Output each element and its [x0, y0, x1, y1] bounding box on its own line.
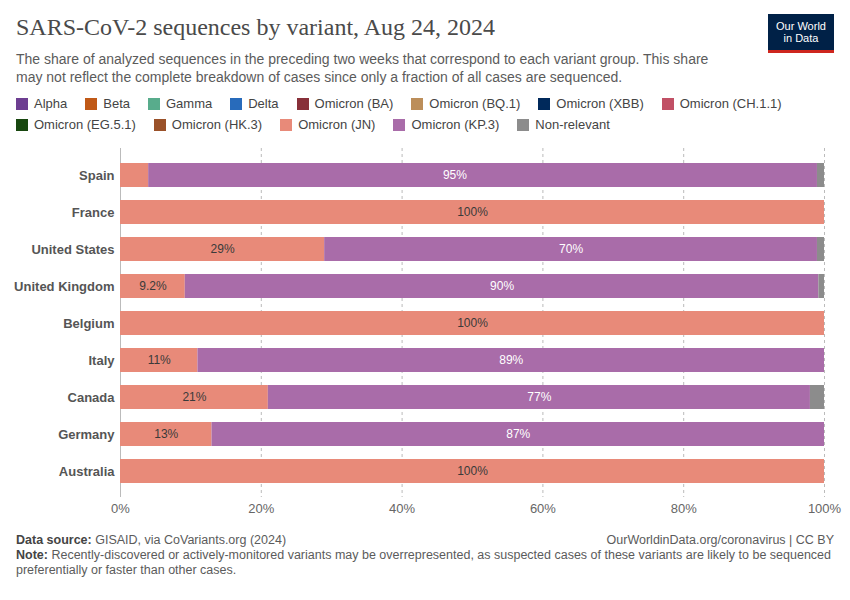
html-text:OurWorldinData.org/coronavirus: OurWorldinData.org/coronavirus | CC BY [606, 533, 834, 547]
svg-text:100%: 100% [457, 464, 488, 478]
svg-text:Italy: Italy [88, 353, 115, 368]
svg-text:77%: 77% [527, 390, 551, 404]
html-text:Our World: Our World [776, 20, 826, 32]
svg-text:29%: 29% [211, 242, 235, 256]
html-text:Alpha: Alpha [34, 96, 68, 111]
html-text:in Data: in Data [783, 32, 819, 44]
svg-text:100%: 100% [457, 316, 488, 330]
svg-text:89%: 89% [499, 353, 523, 367]
svg-text:Spain: Spain [79, 168, 114, 183]
svg-text:100%: 100% [808, 501, 842, 516]
html-text:Omicron (KP.3): Omicron (KP.3) [411, 117, 500, 132]
html-text:Omicron (JN): Omicron (JN) [298, 117, 376, 132]
svg-text:13%: 13% [154, 427, 178, 441]
html-text:Omicron (EG.5.1): Omicron (EG.5.1) [34, 117, 136, 132]
html-text:Omicron (BQ.1): Omicron (BQ.1) [429, 96, 521, 111]
html-text:Omicron (CH.1.1): Omicron (CH.1.1) [679, 96, 782, 111]
html-text:SARS-CoV-2 sequences by varian: SARS-CoV-2 sequences by variant, Aug 24,… [16, 14, 496, 40]
svg-text:87%: 87% [506, 427, 530, 441]
svg-text:100%: 100% [457, 205, 488, 219]
html-text:Note: Recently-discovered or a: Note: Recently-discovered or actively-mo… [16, 548, 831, 577]
svg-text:40%: 40% [389, 501, 415, 516]
svg-text:Canada: Canada [68, 390, 116, 405]
html-text:Gamma: Gamma [166, 96, 213, 111]
html-text:Omicron (XBB): Omicron (XBB) [556, 96, 644, 111]
html-text:The share of analyzed sequence: The share of analyzed sequences in the p… [16, 51, 709, 85]
svg-text:0%: 0% [111, 501, 130, 516]
html-text:Data source: GISAID, via CoVar: Data source: GISAID, via CoVariants.org … [16, 533, 286, 547]
svg-text:United States: United States [31, 242, 114, 257]
svg-text:United Kingdom: United Kingdom [14, 279, 114, 294]
svg-text:21%: 21% [182, 390, 206, 404]
svg-text:11%: 11% [148, 353, 171, 367]
svg-text:20%: 20% [248, 501, 274, 516]
svg-text:Australia: Australia [59, 464, 115, 479]
svg-text:9.2%: 9.2% [139, 279, 167, 293]
svg-text:Germany: Germany [58, 427, 115, 442]
svg-text:80%: 80% [671, 501, 697, 516]
html-text:Omicron (HK.3): Omicron (HK.3) [171, 117, 263, 132]
html-text:Beta: Beta [103, 96, 130, 111]
html-text:Non-relevant: Non-relevant [535, 117, 610, 132]
svg-text:70%: 70% [559, 242, 583, 256]
svg-text:Belgium: Belgium [63, 316, 114, 331]
svg-text:90%: 90% [490, 279, 514, 293]
svg-text:60%: 60% [530, 501, 556, 516]
svg-text:95%: 95% [443, 168, 467, 182]
svg-text:France: France [72, 205, 115, 220]
html-text:Omicron (BA): Omicron (BA) [314, 96, 394, 111]
html-text:Delta: Delta [248, 96, 279, 111]
